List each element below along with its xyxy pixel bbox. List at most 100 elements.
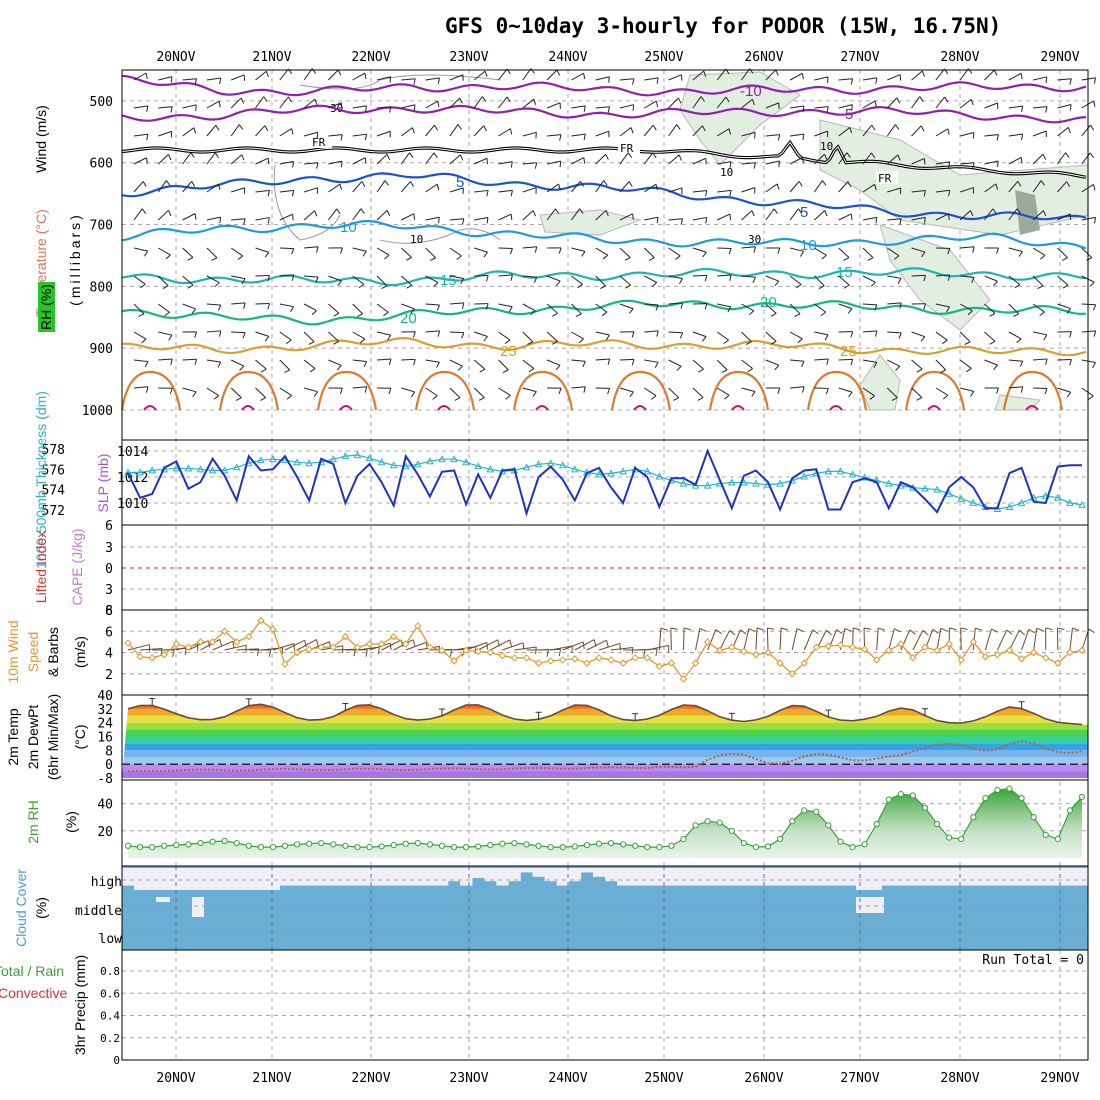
isotherm-line — [121, 74, 1087, 97]
wind-barb — [376, 130, 391, 137]
hot-contour — [927, 405, 941, 411]
wind-barb-10m — [670, 627, 672, 651]
cape-label: CAPE (J/kg) — [69, 528, 85, 605]
wind-barb-10m — [779, 627, 782, 651]
axis-labels: 20NOV 20NOV 21NOV 21NOV 22NOV 22NOV 23NOV 23NOV… — [156, 50, 1079, 1086]
wind-barb-flag — [386, 210, 391, 217]
wind-barb — [692, 216, 707, 221]
wind-barb — [959, 331, 971, 343]
wind-barb — [498, 274, 513, 277]
wind-barb — [425, 152, 435, 165]
wind-barb-flag — [770, 340, 777, 345]
rh-marker — [161, 842, 168, 849]
wind-barb-10m-flag — [315, 639, 319, 647]
date-label-bottom: 27NOV — [840, 1071, 879, 1086]
wind-barb-10m — [550, 645, 573, 651]
wind-barb-flag — [241, 278, 246, 285]
wind-barb-flag — [705, 217, 708, 224]
wind-speed-marker — [136, 653, 144, 661]
wind-barb — [425, 387, 438, 397]
wind-barb-flag — [924, 217, 926, 224]
wind-barb — [400, 247, 412, 258]
wind-barb — [255, 125, 266, 137]
dewpoint-line — [127, 740, 1083, 773]
wind-barb — [1081, 330, 1096, 333]
wind-barb — [741, 68, 751, 81]
wind-speed-marker — [402, 640, 410, 648]
cloud-high-gap — [979, 868, 992, 886]
wind-barb — [644, 303, 659, 306]
wind-barb-flag — [504, 339, 511, 344]
wind-barb-10m — [236, 648, 259, 651]
wind-barb-flag — [193, 127, 197, 134]
wind-barb-flag — [679, 278, 683, 284]
wind-barb-10m — [960, 627, 962, 651]
rh-marker — [970, 814, 977, 821]
wind-barb — [692, 247, 707, 253]
cloud-high-gap — [592, 868, 606, 877]
wind-barb-flag — [655, 100, 659, 108]
wind-barb — [1057, 303, 1071, 310]
wind-barb-flag — [144, 361, 149, 368]
wind-barb — [182, 152, 192, 165]
wind-speed-marker — [667, 659, 676, 667]
wind-barb-flag — [508, 306, 513, 313]
wind-barb — [571, 181, 581, 193]
wind-barb — [911, 359, 923, 370]
wind-barb-flag — [728, 128, 731, 135]
wind-barb — [474, 247, 488, 253]
wind-barb-flag — [608, 76, 610, 83]
wind-barb-10m-flag — [412, 639, 416, 647]
wind-barb-10m-flag — [1045, 627, 1053, 631]
wind-barb — [789, 247, 804, 252]
wind-barb-flag — [583, 73, 586, 80]
wind-barb-flag — [1092, 304, 1097, 311]
pressure-tick: 600 — [90, 157, 113, 172]
wind-barb — [741, 131, 756, 137]
stability-tick: 0 — [105, 562, 113, 577]
wind-barb — [935, 303, 950, 308]
wind-barb-flag — [1069, 78, 1072, 85]
wind-barb — [1081, 387, 1094, 397]
temp-color-bands — [122, 704, 1088, 778]
wind-barb-flag — [265, 71, 269, 78]
wind-barb-flag — [555, 280, 561, 286]
thickness-marker — [1066, 498, 1074, 506]
wind-barb-flag — [292, 161, 295, 168]
wind-barb — [959, 98, 972, 109]
wind-barb — [1081, 216, 1096, 221]
wind-barb-flag — [243, 302, 246, 309]
rh-shaded-area — [679, 71, 801, 166]
wind-barb — [935, 128, 949, 137]
wind-barb-10m — [695, 628, 701, 651]
cloud-middle-gap — [156, 897, 170, 902]
wind-barb — [279, 303, 294, 308]
isotherm-label: 20 — [400, 310, 417, 327]
wind-barb-10m-flag — [558, 649, 562, 657]
rh-axis-label: RH (%) — [38, 284, 54, 330]
wind-barb — [206, 100, 220, 109]
wind-barb-flag — [675, 255, 681, 260]
wind-barb — [158, 130, 172, 137]
rh-shaded-area — [879, 224, 991, 331]
wind-barb-flag — [314, 210, 318, 217]
wind-barb-flag — [1017, 181, 1022, 187]
rh-marker — [330, 841, 337, 848]
pressure-tick: 800 — [90, 280, 113, 295]
wind-barb — [206, 183, 219, 193]
wind-barb — [182, 303, 196, 310]
wind-barb-flag — [972, 246, 975, 253]
cloud-high-gap — [786, 868, 799, 886]
precip-tick: 0.6 — [100, 987, 120, 1000]
wind-barb — [644, 216, 659, 221]
wind-barb — [133, 331, 147, 340]
rh-dark-area — [1015, 190, 1040, 235]
wind-barb — [814, 210, 826, 221]
wind-barb-flag — [723, 339, 729, 345]
wind-barb-flag — [264, 125, 269, 132]
rh-marker — [233, 839, 240, 847]
wind-barb — [571, 247, 586, 252]
thickness-marker — [800, 472, 809, 480]
wind-barb-flag — [748, 310, 755, 316]
rh-marker — [463, 844, 470, 851]
